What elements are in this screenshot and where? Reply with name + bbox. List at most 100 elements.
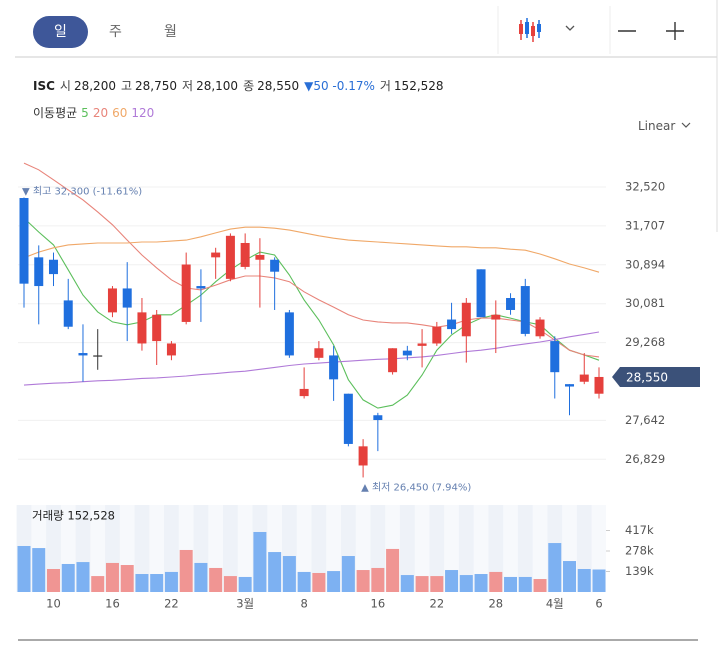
ma-line	[23, 331, 600, 386]
candle-body	[550, 341, 560, 373]
volume-stripe	[517, 505, 533, 592]
volume-title: 거래량 152,528	[32, 509, 115, 523]
quote-label: 종	[243, 79, 255, 93]
candle-body	[373, 415, 383, 421]
volume-stripe	[458, 505, 474, 592]
volume-bar	[371, 567, 385, 592]
candle-body	[594, 376, 604, 394]
volume-bar	[504, 576, 518, 592]
volume-bar	[105, 562, 119, 592]
y-tick-label: 26,829	[625, 452, 665, 466]
candle-body	[122, 288, 132, 308]
annotation: ▼ 최고 32,300 (-11.61%)	[22, 186, 142, 198]
period-tab[interactable]: 일	[33, 16, 88, 48]
volume-bar	[135, 574, 149, 592]
candle-body	[78, 353, 88, 356]
candle-body	[166, 343, 176, 356]
x-tick-label: 28	[488, 597, 503, 611]
ma-legend-item: 120	[131, 106, 155, 120]
scale-mode-label: Linear	[638, 119, 676, 133]
volume-bar	[150, 574, 164, 592]
volume-bar	[356, 570, 370, 592]
volume-bar	[592, 569, 606, 592]
candle-body	[19, 198, 29, 284]
candle-body	[48, 259, 58, 275]
quote-value: 28,750	[135, 79, 178, 93]
candle-body	[461, 302, 471, 337]
volume-bar	[253, 531, 267, 592]
volume-stripe	[134, 505, 150, 592]
volume-stripe	[164, 505, 179, 592]
period-tab[interactable]: 주	[109, 24, 122, 40]
volume-bar	[341, 556, 355, 592]
volume-bar	[415, 576, 429, 592]
candle-body	[520, 286, 530, 334]
x-tick-label: 6	[595, 597, 602, 611]
candle-body	[93, 355, 103, 357]
quote-label: 고	[120, 79, 133, 93]
candle-body	[476, 269, 486, 318]
volume-bar	[400, 575, 414, 592]
y-tick-label: 32,520	[625, 180, 665, 194]
x-tick-label: 8	[300, 597, 307, 611]
x-tick-label: 3월	[236, 597, 254, 611]
candle-body	[152, 314, 162, 342]
toolbar-icons	[15, 6, 717, 58]
y-tick-label: 29,268	[625, 335, 665, 349]
volume-stripe	[429, 505, 445, 592]
candle-body	[329, 355, 339, 380]
x-tick-label: 4월	[546, 597, 564, 611]
volume-bar	[179, 549, 193, 592]
volume-bar	[238, 576, 252, 592]
candle-body	[211, 252, 221, 258]
quote-value: 28,100	[196, 79, 239, 93]
volume-bar	[577, 568, 591, 592]
volume-bar	[223, 576, 237, 592]
candle-body	[388, 348, 398, 373]
dropdown-caret[interactable]	[565, 25, 575, 31]
candle-body	[299, 388, 309, 397]
volume-bar	[459, 575, 473, 592]
period-tab[interactable]: 월	[164, 24, 177, 40]
candle-body	[314, 348, 324, 358]
volume-stripe	[311, 505, 327, 592]
y-tick-label: 27,642	[625, 413, 665, 427]
candle-body	[579, 374, 589, 382]
candle-body	[506, 298, 516, 310]
volume-bar	[120, 565, 134, 592]
volume-stripe	[399, 505, 415, 592]
candle-type-icon[interactable]	[519, 18, 541, 42]
candle-body	[34, 257, 44, 287]
ma-title: 이동평균	[33, 106, 78, 120]
y-tick-label: 30,894	[625, 257, 665, 271]
volume-bar	[312, 572, 326, 592]
candle-body	[402, 350, 412, 356]
volume-bar	[268, 552, 282, 592]
quote-label: 저	[182, 79, 194, 93]
last-price-label: 28,550	[626, 370, 668, 384]
candle-body	[107, 288, 117, 313]
scale-mode[interactable]: Linear	[638, 119, 693, 133]
volume-bar	[282, 556, 296, 592]
quote-label: 거	[379, 79, 391, 93]
ma-line	[23, 162, 600, 358]
quote-label: 시	[59, 79, 71, 93]
quote-value: 152,528	[393, 79, 444, 93]
ma-legend: 이동평균 5 20 60 120	[33, 104, 158, 121]
candle-body	[432, 326, 442, 344]
ma-legend-item: 60	[112, 106, 128, 120]
volume-bar	[61, 563, 75, 592]
candle-body	[565, 384, 575, 387]
zoom-in[interactable]	[666, 22, 684, 40]
quote-change: ▼50 -0.17%	[304, 79, 375, 93]
quote-value: 28,550	[257, 79, 300, 93]
candle-body	[181, 264, 191, 322]
x-tick-label: 16	[371, 597, 386, 611]
volume-bar	[445, 570, 459, 592]
quote-value: 28,200	[73, 79, 116, 93]
volume-stripe	[488, 505, 504, 592]
volume-bar	[32, 548, 46, 592]
